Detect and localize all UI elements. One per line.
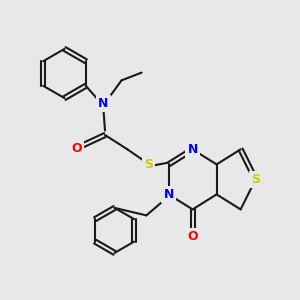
Text: S: S (144, 158, 153, 171)
Text: S: S (251, 173, 260, 186)
Text: O: O (187, 230, 198, 243)
Text: N: N (188, 143, 198, 156)
Text: N: N (164, 188, 174, 201)
Text: N: N (98, 97, 109, 110)
Text: O: O (71, 142, 82, 155)
